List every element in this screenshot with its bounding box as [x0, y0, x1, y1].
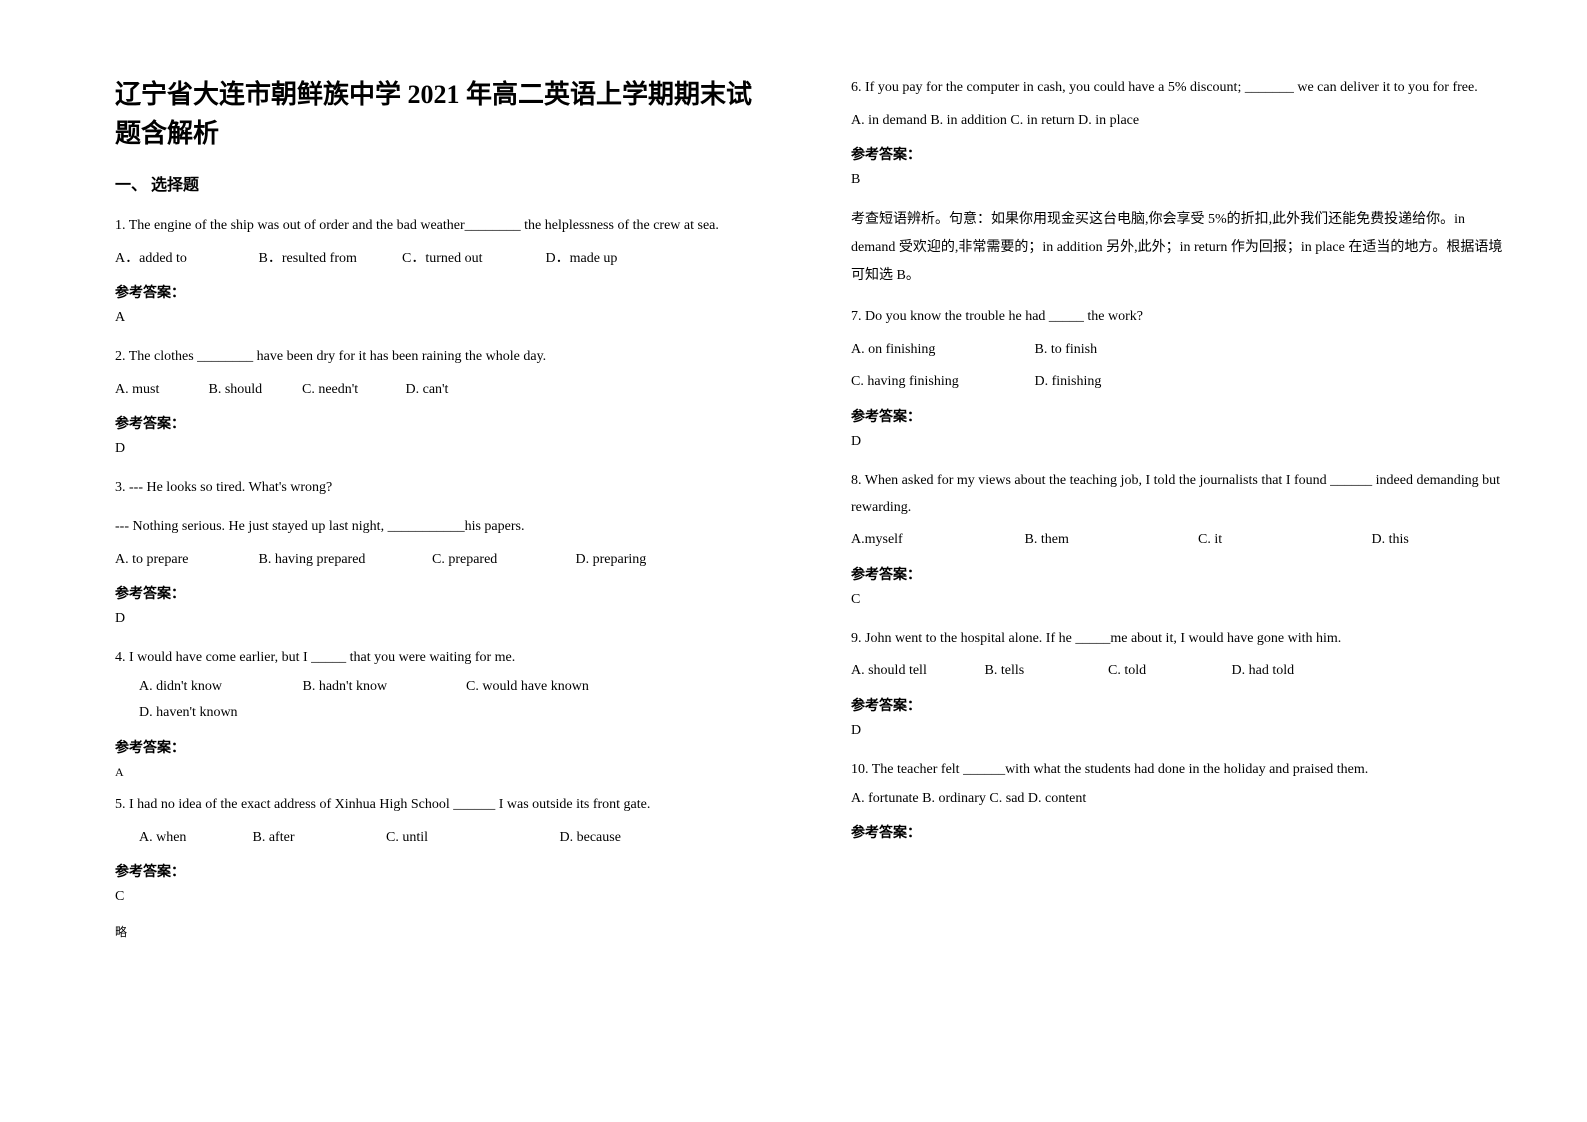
answer-label: 参考答案：: [115, 861, 771, 881]
exam-page: 辽宁省大连市朝鲜族中学 2021 年高二英语上学期期末试题含解析 一、 选择题 …: [0, 0, 1587, 1122]
q7-opt-b: B. to finish: [1035, 337, 1185, 364]
answer-label: 参考答案：: [115, 282, 771, 302]
q2-opt-c: C. needn't: [302, 377, 402, 404]
q4-opt-c: C. would have known: [466, 674, 646, 701]
q3-opt-b: B. having prepared: [259, 547, 429, 574]
question-7-options-row2: C. having finishing D. finishing: [851, 369, 1507, 396]
answer-label: 参考答案：: [115, 413, 771, 433]
question-8: 8. When asked for my views about the tea…: [851, 468, 1507, 521]
q2-answer: D: [115, 441, 771, 457]
question-7-options-row1: A. on finishing B. to finish: [851, 337, 1507, 364]
left-column: 辽宁省大连市朝鲜族中学 2021 年高二英语上学期期末试题含解析 一、 选择题 …: [95, 75, 811, 1082]
q4-answer: A: [115, 765, 771, 780]
question-8-options: A.myself B. them C. it D. this: [851, 527, 1507, 554]
q8-opt-b: B. them: [1025, 527, 1195, 554]
q2-opt-a: A. must: [115, 377, 205, 404]
q9-opt-a: A. should tell: [851, 658, 981, 685]
question-5: 5. I had no idea of the exact address of…: [115, 792, 771, 819]
q2-opt-d: D. can't: [406, 377, 496, 404]
question-5-options: A. when B. after C. until D. because: [115, 825, 771, 852]
q9-answer: D: [851, 723, 1507, 739]
question-4-options: A. didn't know B. hadn't know C. would h…: [115, 674, 771, 727]
question-2: 2. The clothes ________ have been dry fo…: [115, 344, 771, 371]
q4-opt-a: A. didn't know: [139, 674, 299, 701]
q1-opt-d: D．made up: [546, 246, 686, 273]
q3-answer: D: [115, 611, 771, 627]
answer-label: 参考答案：: [851, 564, 1507, 584]
page-title: 辽宁省大连市朝鲜族中学 2021 年高二英语上学期期末试题含解析: [115, 75, 771, 153]
q9-opt-b: B. tells: [985, 658, 1105, 685]
q3-opt-d: D. preparing: [576, 547, 696, 574]
q7-opt-a: A. on finishing: [851, 337, 1031, 364]
q5-opt-c: C. until: [386, 825, 556, 852]
answer-label: 参考答案：: [851, 695, 1507, 715]
question-3-line2: --- Nothing serious. He just stayed up l…: [115, 514, 771, 541]
q9-opt-d: D. had told: [1232, 658, 1352, 685]
q4-opt-b: B. hadn't know: [303, 674, 463, 701]
q8-opt-c: C. it: [1198, 527, 1368, 554]
answer-label: 参考答案：: [115, 737, 771, 757]
question-7: 7. Do you know the trouble he had _____ …: [851, 304, 1507, 331]
q6-explain: 考查短语辨析。句意：如果你用现金买这台电脑,你会享受 5%的折扣,此外我们还能免…: [851, 206, 1507, 290]
question-10-options: A. fortunate B. ordinary C. sad D. conte…: [851, 786, 1507, 813]
question-6: 6. If you pay for the computer in cash, …: [851, 75, 1507, 102]
q1-answer: A: [115, 310, 771, 326]
question-2-options: A. must B. should C. needn't D. can't: [115, 377, 771, 404]
q5-opt-d: D. because: [560, 825, 670, 852]
question-9: 9. John went to the hospital alone. If h…: [851, 626, 1507, 653]
question-4: 4. I would have come earlier, but I ____…: [115, 645, 771, 672]
question-3-line1: 3. --- He looks so tired. What's wrong?: [115, 475, 771, 502]
q8-opt-d: D. this: [1372, 527, 1492, 554]
q7-answer: D: [851, 434, 1507, 450]
answer-label: 参考答案：: [115, 583, 771, 603]
question-10: 10. The teacher felt ______with what the…: [851, 757, 1507, 784]
section-heading: 一、 选择题: [115, 171, 771, 195]
q9-opt-c: C. told: [1108, 658, 1228, 685]
q4-opt-d: D. haven't known: [139, 700, 289, 727]
q6-answer: B: [851, 172, 1507, 188]
question-9-options: A. should tell B. tells C. told D. had t…: [851, 658, 1507, 685]
q8-answer: C: [851, 592, 1507, 608]
question-3-options: A. to prepare B. having prepared C. prep…: [115, 547, 771, 574]
q2-opt-b: B. should: [209, 377, 299, 404]
q5-opt-a: A. when: [139, 825, 249, 852]
q5-opt-b: B. after: [253, 825, 383, 852]
q3-opt-c: C. prepared: [432, 547, 572, 574]
answer-label: 参考答案：: [851, 406, 1507, 426]
right-column: 6. If you pay for the computer in cash, …: [811, 75, 1527, 1082]
q5-answer: C: [115, 889, 771, 905]
q1-opt-a: A．added to: [115, 246, 255, 273]
q8-opt-a: A.myself: [851, 527, 1021, 554]
question-1-options: A．added to B．resulted from C．turned out …: [115, 246, 771, 273]
q5-lue: 略: [115, 923, 771, 940]
answer-label: 参考答案：: [851, 144, 1507, 164]
q7-opt-d: D. finishing: [1035, 369, 1185, 396]
q3-opt-a: A. to prepare: [115, 547, 255, 574]
question-1: 1. The engine of the ship was out of ord…: [115, 213, 771, 240]
q1-opt-b: B．resulted from: [259, 246, 399, 273]
q7-opt-c: C. having finishing: [851, 369, 1031, 396]
q1-opt-c: C．turned out: [402, 246, 542, 273]
answer-label: 参考答案：: [851, 822, 1507, 842]
question-6-options: A. in demand B. in addition C. in return…: [851, 108, 1507, 135]
